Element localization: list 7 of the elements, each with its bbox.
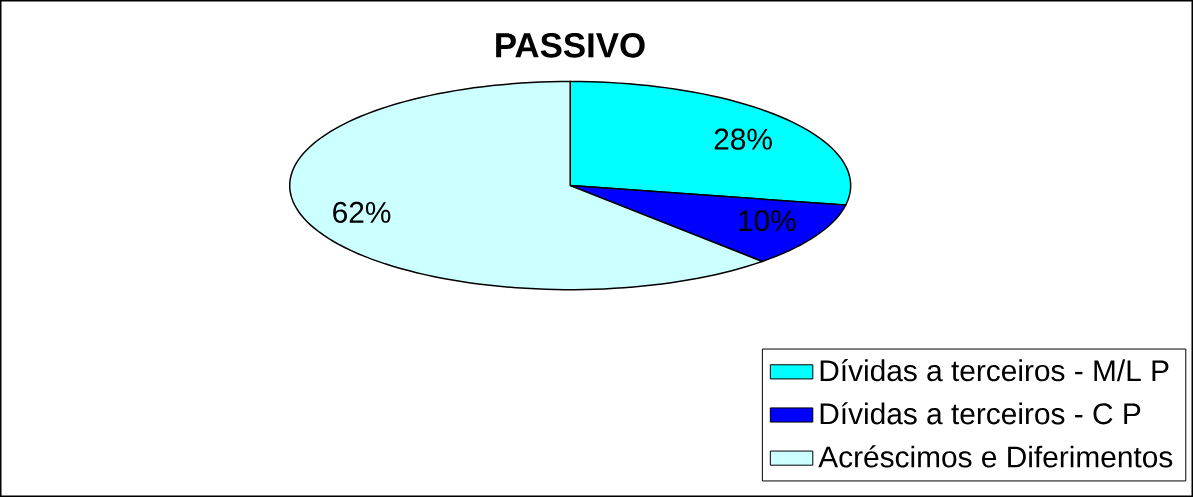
data-label: 10% [739, 210, 796, 232]
legend-label: Dívidas a terceiros - C P [820, 402, 1141, 425]
data-label: 62% [333, 201, 391, 223]
legend-label: Dívidas a terceiros - M/L P [820, 358, 1169, 382]
legend-label: Acréscimos e Diferimentos [818, 445, 1173, 468]
data-label: 28% [714, 128, 772, 150]
chart-title: PASSIVO [496, 32, 645, 58]
